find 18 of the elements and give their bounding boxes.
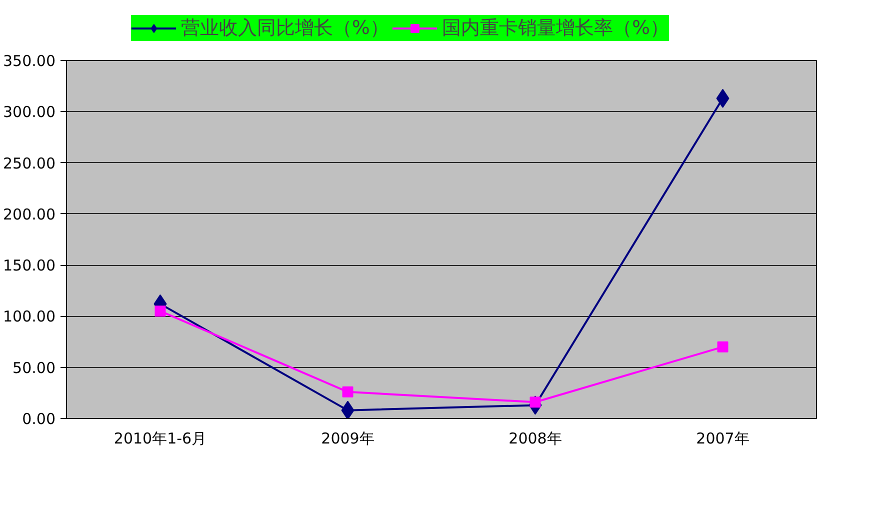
y-tick-label: 200.00	[3, 205, 56, 224]
point	[717, 341, 728, 352]
point	[154, 306, 166, 317]
legend-label: 国内重卡销量增长率（%）	[442, 16, 670, 41]
y-tick-label: 300.00	[3, 103, 56, 122]
x-tick-label: 2008年	[508, 430, 562, 448]
y-tick-label: 150.00	[3, 256, 56, 275]
y-tick-label: 350.00	[3, 52, 56, 70]
point	[341, 400, 354, 418]
y-tick-label: 0.00	[22, 410, 56, 428]
x-tick-label: 2007年	[696, 430, 750, 448]
legend-label: 营业收入同比增长（%）	[180, 16, 389, 41]
y-tick-label: 250.00	[3, 154, 56, 172]
point	[342, 386, 354, 398]
x-tick-label: 2010年1-6月	[114, 430, 207, 448]
y-tick-label: 50.00	[12, 358, 56, 377]
x-tick-label: 2009年	[321, 430, 374, 448]
y-tick-label: 100.00	[3, 308, 56, 326]
